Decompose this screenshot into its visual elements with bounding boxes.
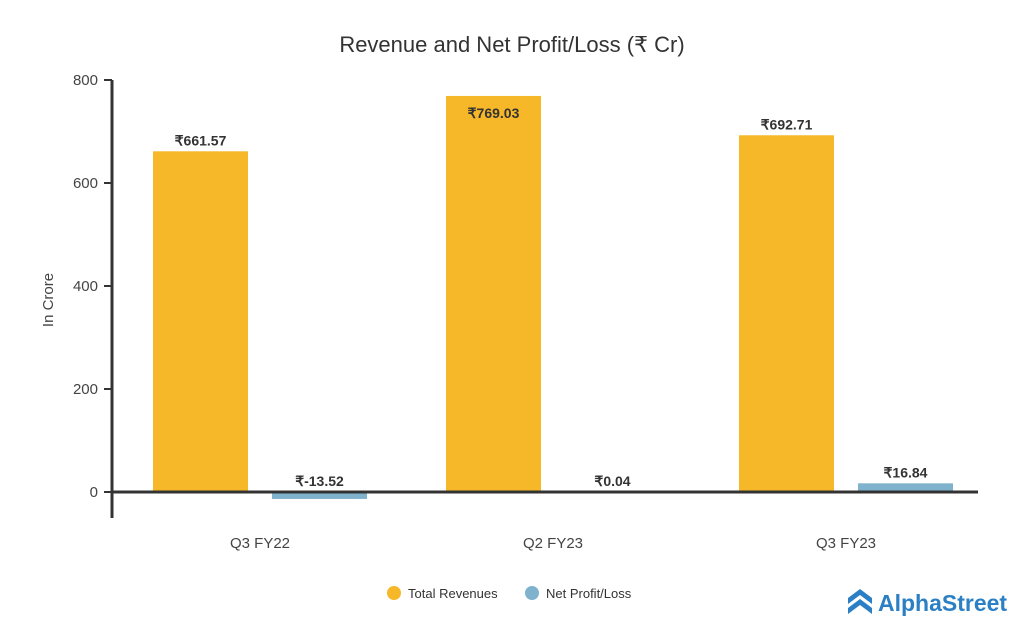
x-tick-label: Q3 FY23 (816, 535, 876, 552)
chart-title: Revenue and Net Profit/Loss (₹ Cr) (339, 32, 684, 57)
y-tick-label: 600 (73, 175, 98, 192)
logo-chevron-icon (848, 589, 872, 614)
x-tick-label: Q3 FY22 (230, 535, 290, 552)
data-label: ₹692.71 (761, 116, 813, 132)
y-tick-label: 400 (73, 278, 98, 295)
legend-label: Net Profit/Loss (546, 586, 632, 601)
data-label: ₹769.03 (468, 105, 520, 121)
y-tick-label: 800 (73, 72, 98, 89)
logo-text: AlphaStreet (878, 590, 1007, 616)
alphastreet-logo: AlphaStreet (848, 589, 1007, 616)
bar-0-1 (446, 95, 541, 492)
data-label: ₹661.57 (175, 132, 227, 148)
y-tick-label: 0 (90, 484, 98, 501)
y-tick-label: 200 (73, 381, 98, 398)
y-axis-label: In Crore (40, 273, 57, 327)
bar-1-2 (858, 483, 953, 492)
bar-0-0 (153, 151, 248, 492)
bar-1-0 (272, 492, 367, 499)
data-label: ₹16.84 (884, 464, 928, 480)
legend-marker (525, 586, 539, 600)
x-tick-label: Q2 FY23 (523, 535, 583, 552)
legend-marker (387, 586, 401, 600)
legend-label: Total Revenues (408, 586, 498, 601)
data-label: ₹-13.52 (295, 473, 344, 489)
bar-0-2 (739, 135, 834, 493)
data-label: ₹0.04 (594, 473, 630, 489)
